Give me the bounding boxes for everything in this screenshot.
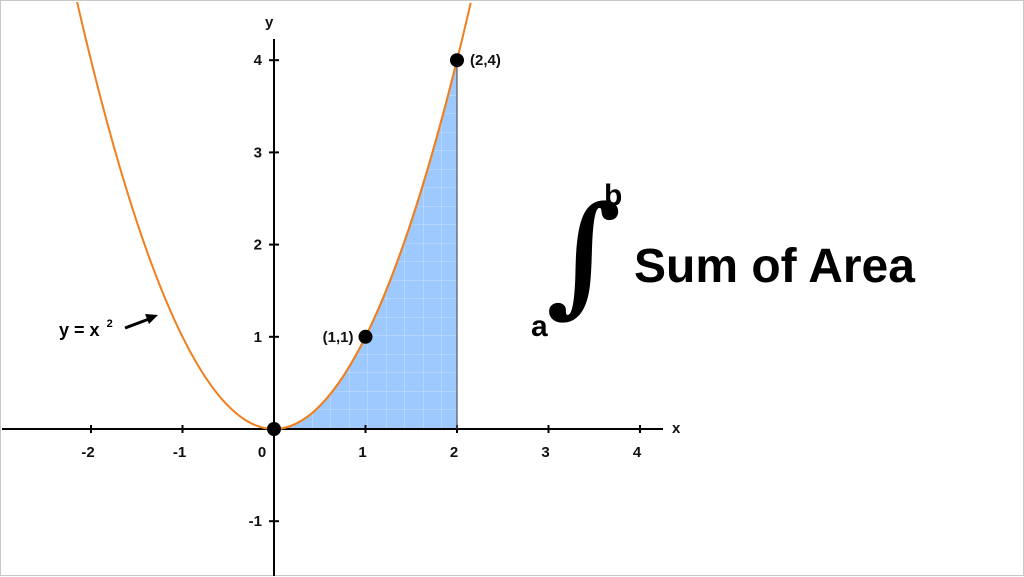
data-point (267, 422, 281, 436)
y-tick-label: 4 (254, 52, 263, 69)
equation-arrow (124, 314, 158, 330)
x-tick-label: 1 (358, 444, 366, 461)
upper-limit-label: b (604, 179, 622, 212)
y-tick-label: 2 (254, 237, 262, 254)
y-tick-label: 3 (254, 144, 262, 161)
y-tick-label: 1 (254, 329, 262, 346)
shaded-area-grid (274, 60, 457, 429)
lower-limit-label: a (531, 310, 548, 343)
x-axis-label: x (672, 420, 681, 437)
x-tick-label: 4 (633, 444, 642, 461)
equation-label: y = x 2 (59, 318, 113, 340)
x-tick-label: 0 (258, 444, 266, 461)
y-axis-label: y (265, 14, 274, 31)
data-point (358, 329, 373, 344)
integral-symbol: ∫ (546, 177, 621, 330)
point-label: (1,1) (323, 329, 354, 346)
equation-exponent: 2 (107, 318, 113, 330)
equation-lhs: y = x (59, 320, 100, 340)
x-tick-label: 2 (450, 444, 458, 461)
y-tick-label: -1 (249, 513, 262, 530)
x-tick-label: -1 (173, 444, 186, 461)
area-title: Sum of Area (634, 240, 915, 293)
x-tick-label: -2 (81, 444, 94, 461)
point-label: (2,4) (470, 52, 501, 69)
x-tick-label: 3 (541, 444, 549, 461)
data-point (450, 53, 464, 68)
